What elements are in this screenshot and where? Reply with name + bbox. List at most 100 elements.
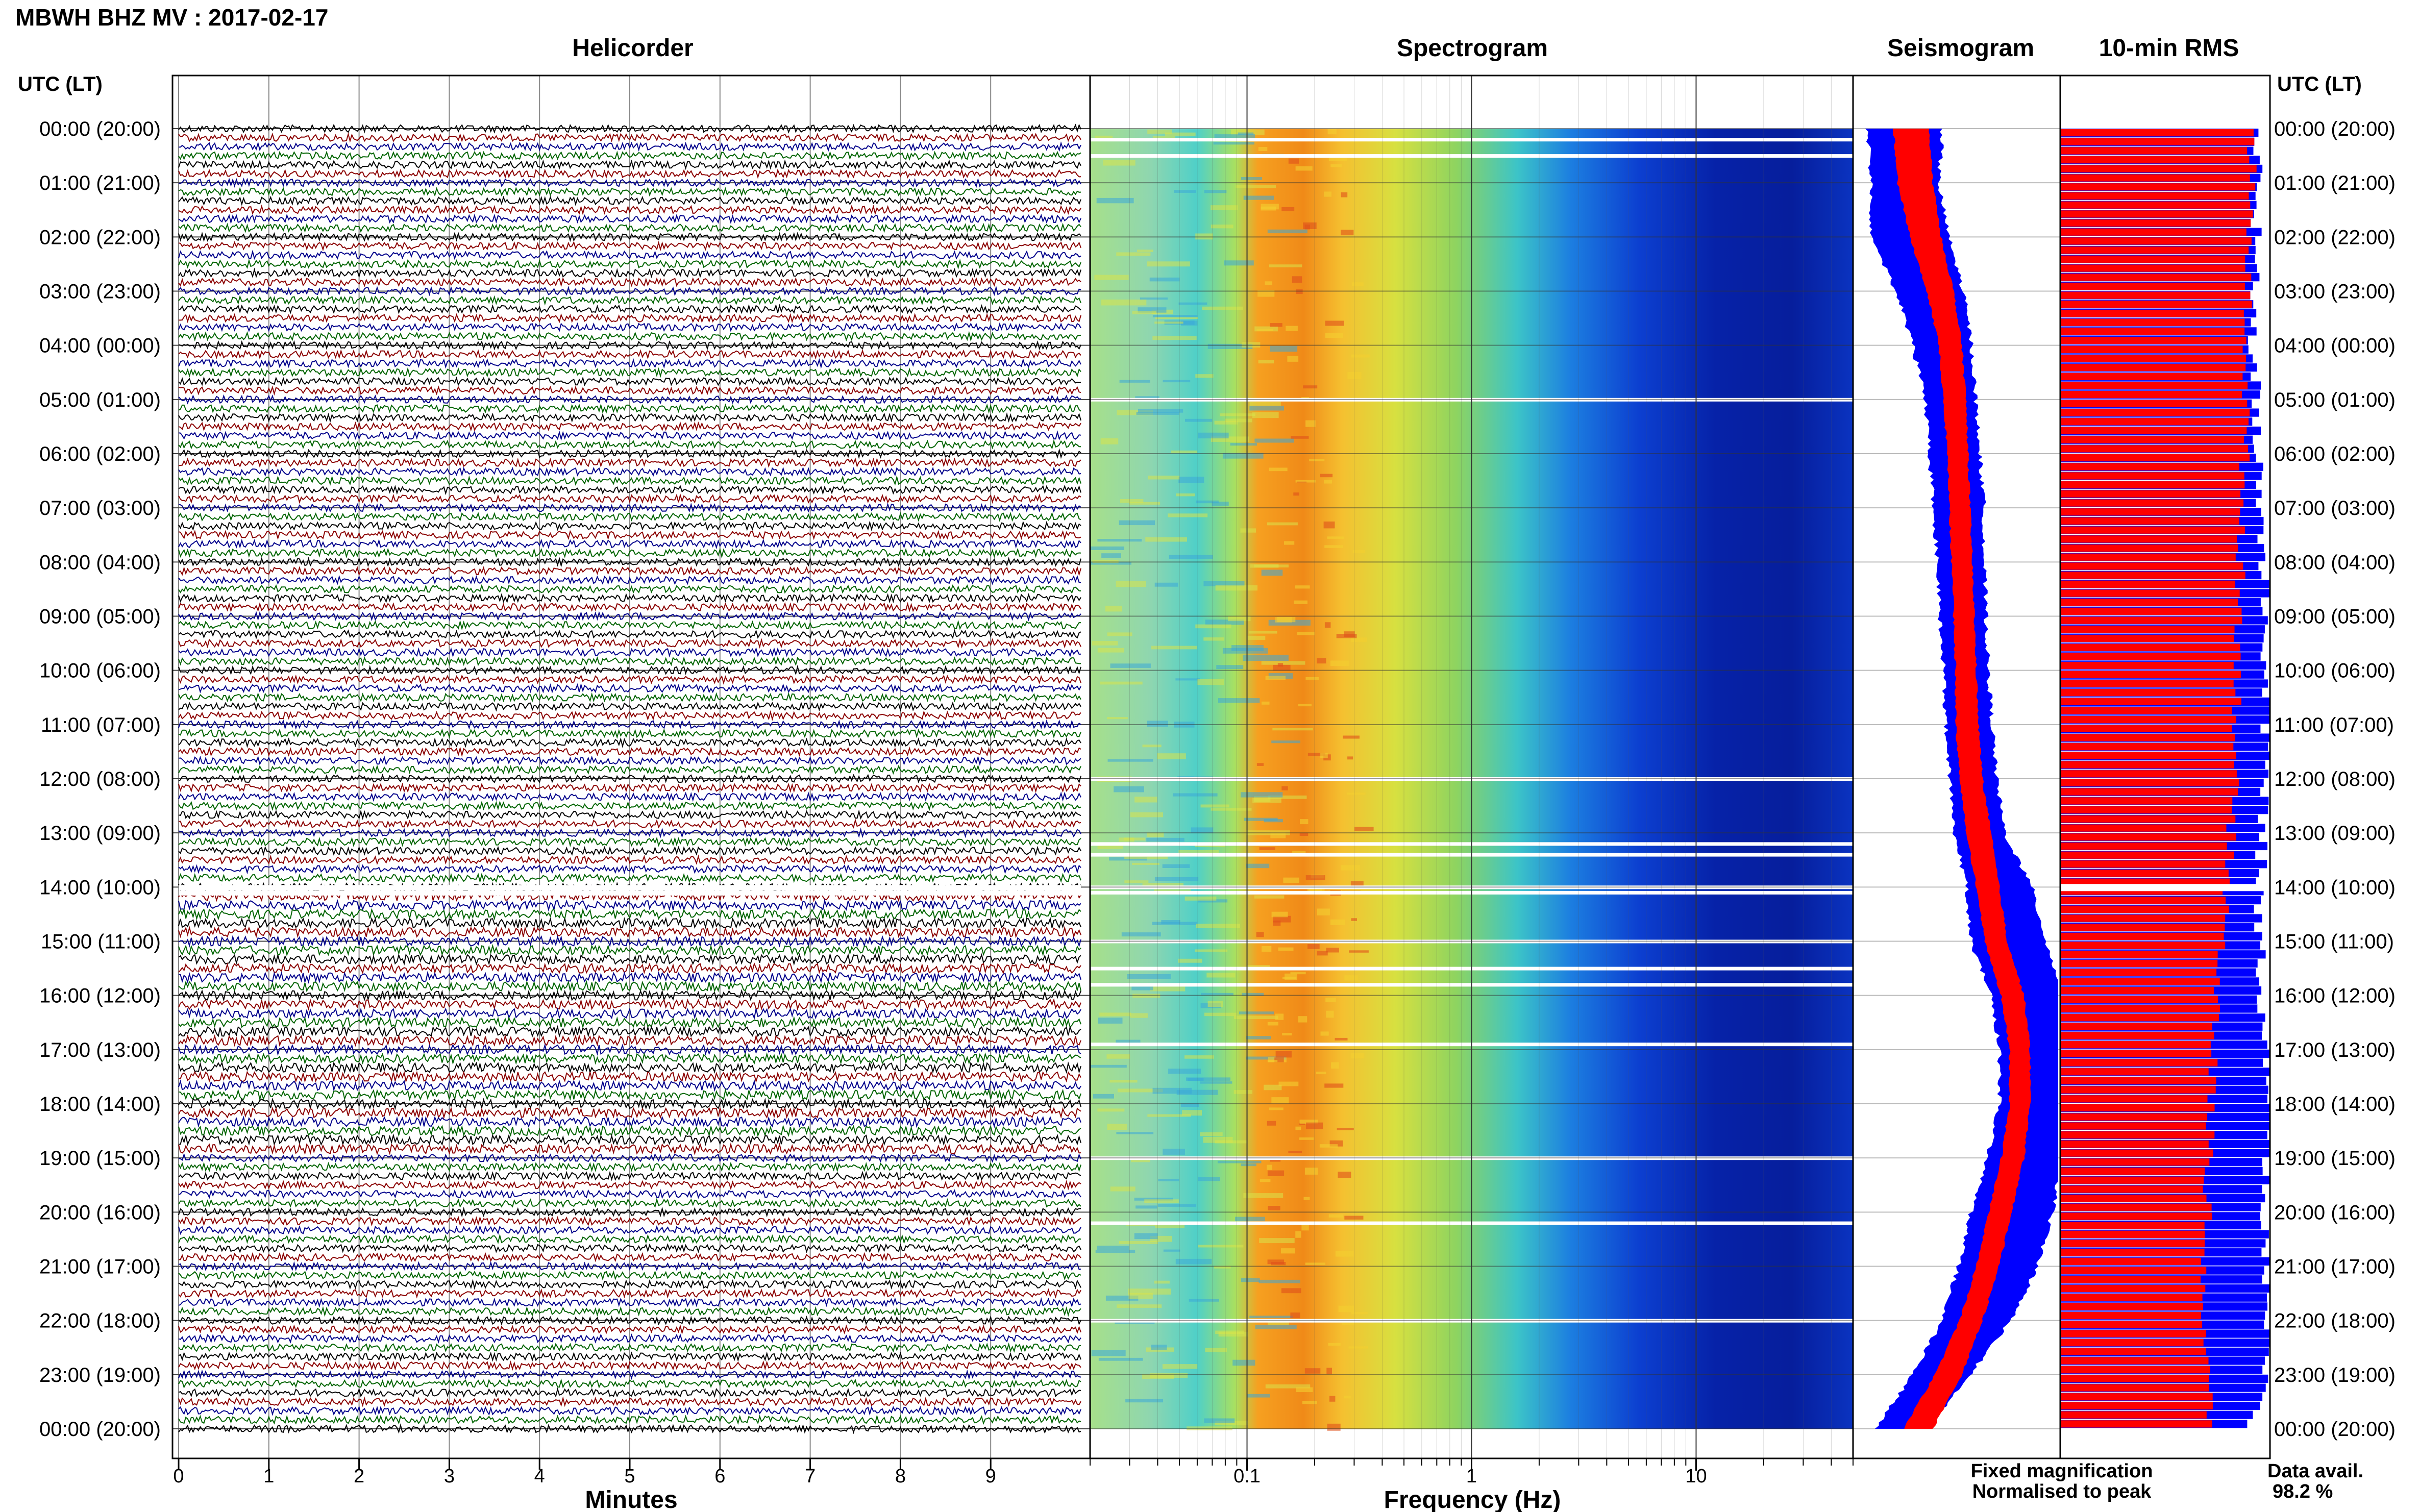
helicorder-trace [178, 1279, 1081, 1290]
spectrogram-streak [1307, 944, 1320, 949]
spectrogram-streak [1254, 796, 1271, 802]
rms-bar-normalised [2060, 129, 2254, 137]
helicorder-trace [178, 873, 1081, 883]
spectrogram-streak [1305, 875, 1325, 880]
rms-bar-normalised [2060, 328, 2245, 335]
rms-bar-normalised [2060, 427, 2247, 435]
spectrogram-streak [1154, 321, 1183, 324]
spectrogram-streak [1298, 1016, 1307, 1023]
spectrogram-streak [1288, 1151, 1302, 1153]
spectrogram-streak [1242, 993, 1264, 996]
helicorder-trace [178, 1070, 1081, 1083]
spectrogram-streak [1128, 1293, 1153, 1299]
helicorder-trace [178, 538, 1081, 550]
spectrogram-streak [1304, 1368, 1321, 1374]
spectrogram-streak [1235, 1217, 1265, 1222]
spectrogram-streak [1097, 1108, 1125, 1112]
spectrogram-streak [1147, 832, 1164, 837]
spectrogram-streak [1198, 1177, 1220, 1181]
time-label-left: 08:00 (04:00) [39, 551, 161, 574]
spectrogram-streak [1214, 420, 1238, 425]
spectrogram-streak [1176, 493, 1195, 497]
spectrogram-streak [1211, 205, 1238, 210]
rms-bar-normalised [2060, 391, 2242, 399]
helicorder-trace [178, 1007, 1081, 1020]
helicorder-trace [178, 1378, 1081, 1389]
rms-bar-normalised [2060, 634, 2234, 642]
spectrogram-streak [1107, 717, 1128, 720]
rms-bar-normalised [2060, 996, 2218, 1003]
helicorder-x-tick-label: 8 [895, 1466, 906, 1487]
rms-bar-normalised [2060, 174, 2250, 182]
helicorder-trace [178, 898, 1081, 912]
rms-bar-normalised [2060, 490, 2241, 498]
rms-bar-normalised [2060, 210, 2253, 218]
spectrogram-streak [1117, 1304, 1162, 1308]
rms-bar-normalised [2060, 264, 2245, 272]
rms-bar-normalised [2060, 1023, 2212, 1030]
helicorder-trace [178, 151, 1081, 161]
rms-bar-normalised [2060, 481, 2245, 489]
spectrogram-streak [1203, 581, 1245, 586]
rms-bar-normalised [2060, 1131, 2215, 1139]
helicorder-gap [179, 885, 1081, 890]
spectrogram-x-tick-label: 1 [1466, 1466, 1477, 1487]
rms-bar-normalised [2060, 337, 2247, 344]
spectrogram-streak [1095, 1250, 1136, 1253]
spectrogram-streak [1347, 372, 1362, 379]
spectrogram-streak [1324, 622, 1331, 628]
spectrogram-streak [1117, 410, 1153, 415]
rms-bar-normalised [2060, 282, 2245, 290]
helicorder-trace [178, 774, 1081, 784]
spectrogram-streak [1119, 1241, 1158, 1244]
rms-bar-normalised [2060, 1230, 2205, 1238]
helicorder-trace [178, 584, 1081, 594]
rms-bar-normalised [2060, 1375, 2209, 1382]
rms-bar-normalised [2060, 734, 2235, 741]
time-label-left: 22:00 (18:00) [39, 1310, 161, 1332]
spectrogram-streak [1324, 545, 1343, 548]
helicorder-trace [178, 132, 1081, 143]
spectrogram-streak [1130, 812, 1164, 817]
spectrogram-streak [1162, 1364, 1198, 1369]
spectrogram-streak [1091, 1350, 1126, 1356]
helicorder-trace [178, 484, 1081, 495]
spectrogram-streak [1124, 837, 1146, 841]
spectrogram-streak [1200, 804, 1229, 808]
spectrogram-streak [1162, 864, 1190, 868]
rms-bar-normalised [2060, 1014, 2219, 1022]
time-label-left: 09:00 (05:00) [39, 606, 161, 628]
spectrogram-streak [1265, 281, 1272, 285]
spectrogram-streak [1331, 1062, 1339, 1069]
spectrogram-streak [1175, 1258, 1212, 1265]
helicorder-trace [178, 1396, 1081, 1407]
spectrogram-streak [1136, 412, 1179, 415]
spectrogram-streak [1338, 1305, 1354, 1312]
rms-bar-normalised [2060, 1284, 2206, 1293]
spectrogram-streak [1214, 1266, 1231, 1269]
spectrogram-streak [1196, 500, 1219, 504]
spectrogram-streak [1320, 474, 1333, 478]
spectrogram-streak [1100, 438, 1119, 444]
spectrogram-streak [1254, 564, 1289, 567]
spectrogram-streak [1292, 276, 1302, 283]
helicorder-x-tick-label: 1 [263, 1466, 274, 1487]
spectrogram-streak [1116, 1039, 1141, 1045]
spectrogram-streak [1214, 134, 1255, 139]
rms-bar-normalised [2060, 1384, 2209, 1392]
rms-bar-normalised [2060, 1257, 2201, 1265]
spectrogram-streak [1299, 832, 1309, 836]
rms-bar-normalised [2060, 309, 2244, 317]
rms-bar-normalised [2060, 1348, 2206, 1355]
spectrogram-streak [1148, 476, 1180, 480]
helicorder-trace [178, 1061, 1081, 1074]
helicorder-trace [178, 674, 1081, 685]
time-label-right: 06:00 (02:00) [2274, 443, 2396, 465]
spectrogram-streak [1163, 1149, 1185, 1155]
spectrogram-streak [1252, 412, 1279, 418]
spectrogram-streak [1152, 136, 1175, 139]
spectrogram-streak [1142, 883, 1183, 887]
spectrogram-streak [1317, 951, 1328, 956]
time-label-left: 03:00 (23:00) [39, 281, 161, 303]
spectrogram-streak [1262, 701, 1270, 705]
